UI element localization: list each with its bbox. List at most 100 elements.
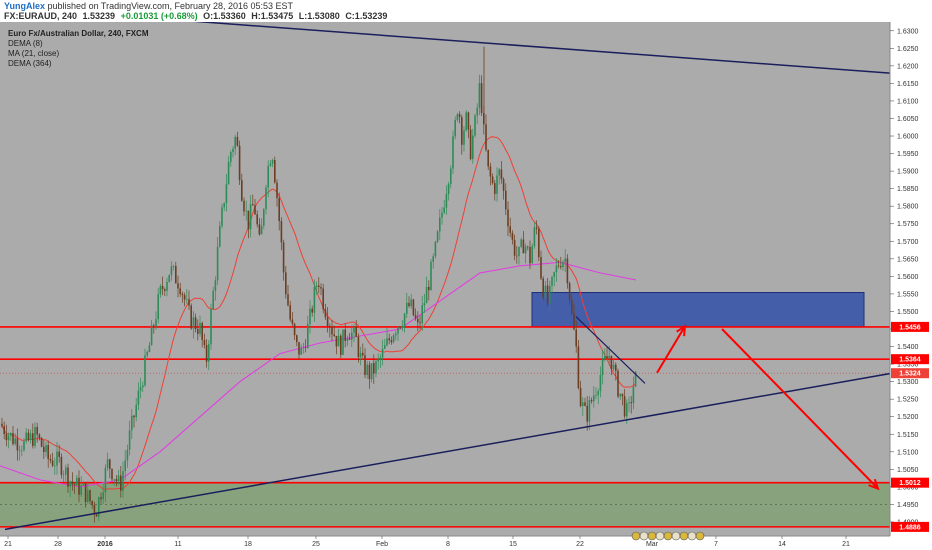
candle-body[interactable] <box>236 136 239 146</box>
candle-body[interactable] <box>289 305 291 320</box>
candle-body[interactable] <box>516 255 518 257</box>
candle-body[interactable] <box>630 402 632 404</box>
candle-body[interactable] <box>480 83 483 113</box>
candle-body[interactable] <box>177 283 179 289</box>
candle-body[interactable] <box>619 393 621 397</box>
candle-body[interactable] <box>419 322 421 324</box>
candle-body[interactable] <box>313 286 316 313</box>
candle-body[interactable] <box>300 347 302 355</box>
candle-body[interactable] <box>73 484 76 486</box>
candle-body[interactable] <box>298 342 300 355</box>
candle-body[interactable] <box>170 266 173 275</box>
candle-body[interactable] <box>430 261 432 291</box>
candle-body[interactable] <box>249 204 252 230</box>
candle-body[interactable] <box>507 209 509 227</box>
candle-body[interactable] <box>51 460 54 466</box>
candle-body[interactable] <box>10 433 12 436</box>
candle-body[interactable] <box>340 335 342 355</box>
candle-body[interactable] <box>302 347 305 349</box>
candle-body[interactable] <box>183 295 186 300</box>
candle-body[interactable] <box>423 303 426 306</box>
candle-body[interactable] <box>194 317 197 330</box>
candle-body[interactable] <box>126 449 129 461</box>
resistance-zone[interactable] <box>531 292 865 328</box>
projection-arrow[interactable] <box>656 325 686 374</box>
candle-body[interactable] <box>100 497 102 500</box>
candle-body[interactable] <box>452 136 454 169</box>
candle-body[interactable] <box>56 451 58 466</box>
candle-body[interactable] <box>201 322 203 341</box>
trendline[interactable] <box>4 371 901 531</box>
candle-body[interactable] <box>60 456 63 475</box>
candle-body[interactable] <box>397 327 399 334</box>
candle-body[interactable] <box>234 136 236 149</box>
candle-body[interactable] <box>216 246 219 281</box>
support-zone[interactable] <box>0 482 890 527</box>
candle-body[interactable] <box>263 209 265 226</box>
candle-body[interactable] <box>67 467 69 487</box>
candle-body[interactable] <box>241 180 243 201</box>
candle-body[interactable] <box>562 261 564 268</box>
candle-body[interactable] <box>287 294 289 306</box>
candle-body[interactable] <box>364 355 366 375</box>
candle-body[interactable] <box>111 468 113 480</box>
candle-body[interactable] <box>582 402 584 407</box>
candle-body[interactable] <box>425 286 428 304</box>
candle-body[interactable] <box>230 152 232 162</box>
candle-body[interactable] <box>463 130 465 145</box>
price-axis[interactable] <box>890 22 932 550</box>
candle-body[interactable] <box>309 308 311 324</box>
candle-body[interactable] <box>144 355 146 386</box>
candle-body[interactable] <box>109 459 111 469</box>
economic-event-icon[interactable] <box>687 531 697 541</box>
candle-body[interactable] <box>93 505 96 515</box>
candle-body[interactable] <box>192 317 195 329</box>
candle-body[interactable] <box>133 415 135 418</box>
candle-body[interactable] <box>390 340 393 343</box>
candle-body[interactable] <box>71 481 74 485</box>
economic-event-icon[interactable] <box>695 531 705 541</box>
candle-body[interactable] <box>377 359 379 362</box>
candle-body[interactable] <box>617 370 619 397</box>
candle-body[interactable] <box>223 203 225 208</box>
candle-body[interactable] <box>27 432 30 440</box>
candle-body[interactable] <box>544 285 547 298</box>
candle-body[interactable] <box>128 430 131 450</box>
candle-body[interactable] <box>181 294 184 296</box>
candle-body[interactable] <box>531 246 533 264</box>
candle-body[interactable] <box>432 256 434 262</box>
candle-body[interactable] <box>511 232 514 240</box>
candle-body[interactable] <box>494 183 496 194</box>
candle-body[interactable] <box>445 194 448 208</box>
candle-body[interactable] <box>610 355 613 370</box>
candle-body[interactable] <box>379 357 382 360</box>
candle-body[interactable] <box>601 359 604 376</box>
candle-body[interactable] <box>89 490 91 502</box>
candle-body[interactable] <box>43 446 45 453</box>
candle-body[interactable] <box>496 175 498 194</box>
candle-body[interactable] <box>573 313 575 330</box>
candle-body[interactable] <box>500 169 503 180</box>
candle-body[interactable] <box>142 385 144 388</box>
candle-body[interactable] <box>36 427 38 435</box>
candle-body[interactable] <box>197 329 199 334</box>
candle-body[interactable] <box>375 361 377 374</box>
candle-body[interactable] <box>49 458 52 461</box>
candle-body[interactable] <box>113 479 115 480</box>
candle-body[interactable] <box>621 393 624 397</box>
candle-body[interactable] <box>513 239 516 256</box>
candle-body[interactable] <box>120 475 122 491</box>
candle-body[interactable] <box>549 285 551 304</box>
candle-body[interactable] <box>172 265 175 267</box>
candle-body[interactable] <box>355 327 357 337</box>
candle-body[interactable] <box>381 348 384 358</box>
candle-body[interactable] <box>32 433 34 446</box>
candle-body[interactable] <box>520 239 522 247</box>
candle-body[interactable] <box>168 274 170 282</box>
candle-body[interactable] <box>232 148 234 153</box>
candle-body[interactable] <box>25 432 27 442</box>
candle-body[interactable] <box>412 299 415 316</box>
candle-body[interactable] <box>366 364 368 375</box>
candle-body[interactable] <box>538 228 540 258</box>
candle-body[interactable] <box>410 299 412 307</box>
